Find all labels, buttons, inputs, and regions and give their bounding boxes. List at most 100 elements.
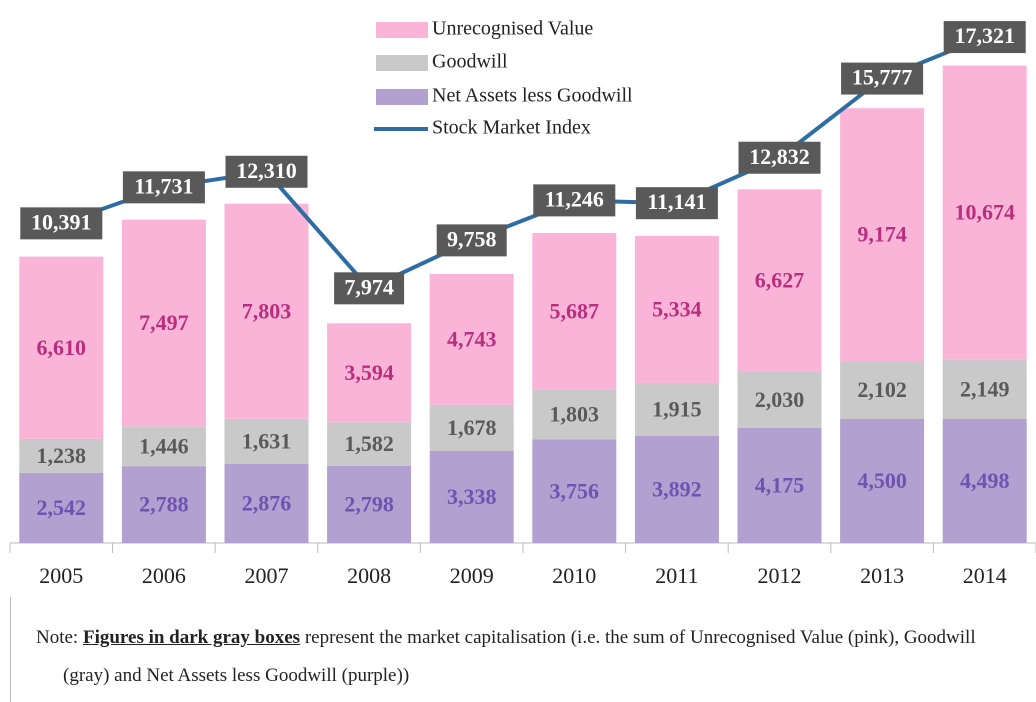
bar-segment	[327, 465, 412, 543]
bar-segment	[19, 256, 104, 439]
value-label-box	[20, 207, 103, 240]
bar-segment	[532, 439, 617, 543]
x-tick-label: 2006	[142, 563, 186, 588]
value-label: 1,446	[139, 433, 189, 458]
value-label: 2,102	[857, 377, 907, 402]
x-tick-label: 2005	[39, 563, 83, 588]
value-label: 2,030	[755, 387, 805, 412]
bar-segment	[19, 438, 104, 473]
note: Note: Figures in dark gray boxes represe…	[10, 597, 1010, 702]
value-label: 4,498	[960, 468, 1010, 493]
value-label: 1,915	[652, 396, 702, 421]
value-label: 2,876	[242, 490, 292, 515]
bar-segment	[634, 382, 719, 436]
value-label: 12,310	[236, 158, 297, 183]
value-label-box	[122, 171, 205, 204]
value-label-box	[738, 141, 821, 174]
value-label: 5,334	[652, 296, 702, 321]
x-tick-label: 2010	[552, 563, 596, 588]
bar-segment	[532, 233, 617, 390]
bar-segment	[840, 361, 925, 419]
value-label: 5,687	[550, 298, 600, 323]
line-series	[60, 35, 986, 291]
bar-segment	[224, 463, 309, 543]
value-label: 15,777	[852, 65, 913, 90]
legend-label: Unrecognised Value	[432, 18, 593, 40]
value-label: 3,594	[344, 360, 394, 385]
bar-segment	[224, 203, 309, 419]
value-label: 10,391	[31, 209, 92, 234]
value-label: 9,758	[447, 226, 497, 251]
note-body: represent the market capitalisation (i.e…	[63, 627, 976, 686]
note-emphasis: Figures in dark gray boxes	[82, 627, 301, 648]
bar-segment	[327, 323, 412, 423]
value-label-box	[436, 224, 507, 257]
value-label: 4,175	[755, 473, 805, 498]
value-label: 11,731	[134, 173, 193, 198]
value-label: 3,756	[550, 478, 600, 503]
bar-segment	[942, 359, 1027, 420]
bar-segment	[532, 389, 617, 440]
x-tick-label: 2008	[347, 563, 391, 588]
value-label: 1,803	[550, 402, 600, 427]
value-label: 7,497	[139, 310, 189, 335]
value-label-box	[533, 184, 616, 217]
value-label: 12,832	[749, 144, 810, 169]
bar-segment	[942, 419, 1027, 543]
bar-segment	[121, 426, 206, 467]
bar-segment	[737, 371, 822, 428]
chart: 2005 2006 2007 2008 2009 2010 2011 2012 2013 2014…	[9, 18, 1036, 588]
bar-segment	[429, 450, 514, 543]
value-label: 1,678	[447, 415, 497, 440]
legend-label: Goodwill	[432, 51, 508, 73]
legend-swatch	[376, 22, 428, 38]
value-label: 9,174	[857, 222, 907, 247]
bar-segment	[737, 427, 822, 543]
x-tick-label: 2012	[758, 563, 802, 588]
bar-segment	[634, 435, 719, 543]
x-tick-label: 2014	[963, 563, 1007, 588]
bar-segment	[737, 189, 822, 372]
bar-segment	[121, 466, 206, 543]
value-label: 11,246	[545, 186, 604, 211]
value-label: 7,974	[344, 274, 394, 299]
bar-segment	[429, 274, 514, 405]
note-text: Note: Figures in dark gray boxes represe…	[36, 619, 1010, 695]
value-label: 2,788	[139, 492, 189, 517]
bar-segment	[19, 472, 104, 543]
value-label-box	[841, 62, 924, 95]
value-label: 1,582	[344, 431, 394, 456]
x-tick-label: 2009	[450, 563, 494, 588]
bar-segment	[429, 404, 514, 451]
bar-segment	[840, 418, 925, 543]
value-label: 7,803	[242, 298, 292, 323]
value-label: 11,141	[647, 189, 706, 214]
legend-swatch	[376, 89, 428, 105]
bar-segment	[224, 418, 309, 464]
value-label: 2,542	[37, 495, 87, 520]
value-label-box	[943, 21, 1026, 54]
legend-swatch	[376, 55, 428, 71]
bar-segment	[121, 219, 206, 427]
bar-segment	[327, 422, 412, 466]
legend-label: Stock Market Index	[432, 117, 591, 139]
value-label: 4,743	[447, 326, 497, 351]
value-label: 6,610	[37, 335, 87, 360]
value-label: 6,627	[755, 268, 805, 293]
value-label: 1,238	[37, 443, 87, 468]
value-label: 1,631	[242, 428, 292, 453]
value-label: 2,798	[344, 491, 394, 516]
value-label-box	[225, 155, 308, 188]
value-label: 2,149	[960, 376, 1010, 401]
value-label-box	[635, 187, 718, 220]
x-tick-label: 2013	[860, 563, 904, 588]
legend-label: Net Assets less Goodwill	[432, 85, 633, 107]
value-label: 3,338	[447, 484, 497, 509]
value-label: 10,674	[954, 200, 1015, 225]
value-label: 17,321	[954, 23, 1015, 48]
value-label-box	[334, 272, 405, 305]
bar-segment	[942, 65, 1027, 360]
bar-segment	[840, 108, 925, 362]
note-prefix: Note:	[36, 627, 79, 648]
